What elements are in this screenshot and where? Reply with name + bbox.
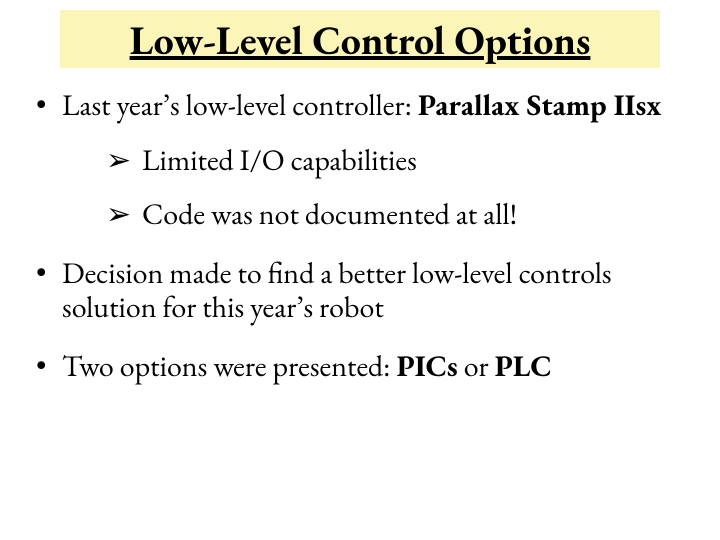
sub-bullet-item: Limited I/O capabilities [102,143,690,178]
bullet-text: Last year’s low-level controller: Parall… [62,85,661,124]
bullet-item: Last year’s low-level controller: Parall… [30,88,690,232]
bullet-list: Last year’s low-level controller: Parall… [30,88,690,383]
bullet-text: Two options were presented: PICs or PLC [62,346,552,385]
slide-title: Low-Level Control Options [60,14,660,66]
bullet-item: Two options were presented: PICs or PLC [30,349,690,384]
slide: Low-Level Control Options Last year’s lo… [0,0,720,540]
sub-bullet-item: Code was not documented at all! [102,197,690,232]
text-run: Parallax Stamp IIsx [418,85,662,124]
text-run: PICs [397,346,458,385]
text-run: Two options were presented: [62,346,397,385]
sub-bullet-text: Limited I/O capabilities [142,140,417,179]
sub-bullet-text: Code was not documented at all! [142,194,517,233]
bullet-item: Decision made to find a better low-level… [30,256,690,325]
text-run: or [458,346,495,385]
bullet-text: Decision made to find a better low-level… [62,253,612,327]
slide-body: Last year’s low-level controller: Parall… [0,68,720,383]
title-box: Low-Level Control Options [60,10,660,68]
sub-bullet-list: Limited I/O capabilities Code was not do… [62,143,690,232]
text-run: Last year’s low-level controller: [62,85,418,124]
text-run: PLC [495,346,552,385]
